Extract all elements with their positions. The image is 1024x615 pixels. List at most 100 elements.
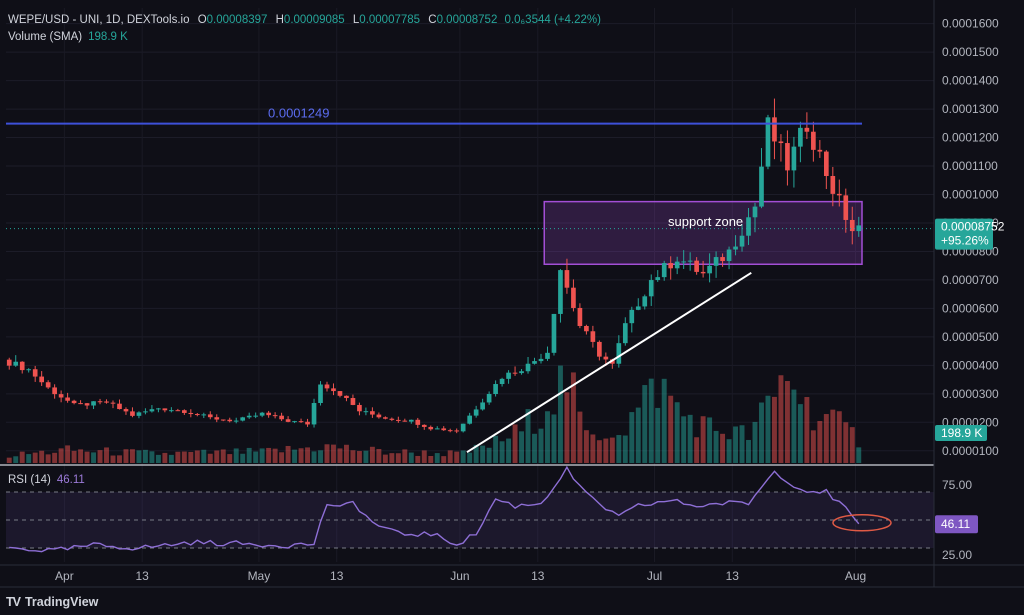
candle-body	[843, 195, 849, 220]
candle-body	[765, 117, 771, 167]
volume-bar	[499, 441, 505, 463]
volume-bar	[765, 395, 771, 463]
volume-bar	[609, 437, 615, 463]
candle-body	[804, 127, 810, 132]
candle-body	[454, 430, 460, 432]
last-price-badge	[935, 218, 993, 250]
candle-body	[110, 402, 116, 404]
brand-name: TradingView	[24, 595, 99, 609]
volume-bar	[467, 452, 473, 463]
volume-bar	[726, 439, 732, 463]
candle-body	[188, 412, 194, 415]
volume-bar	[713, 430, 719, 463]
candle-body	[584, 325, 589, 332]
candle-body	[551, 313, 557, 353]
volume-bar	[493, 435, 499, 463]
volume-bar	[201, 449, 207, 463]
candle-body	[538, 358, 544, 362]
x-tick-label: Aug	[845, 569, 866, 583]
candle-body	[629, 309, 635, 324]
candle-body	[681, 261, 687, 263]
volume-bar	[13, 456, 19, 463]
volume-bar	[207, 453, 213, 463]
candle-body	[233, 420, 239, 422]
candle-body	[746, 217, 751, 236]
x-tick-label: May	[248, 569, 271, 583]
candle-body	[830, 176, 836, 194]
candle-body	[785, 143, 790, 171]
candle-body	[266, 412, 271, 416]
candle-body	[849, 219, 855, 232]
candle-body	[227, 419, 233, 422]
volume-bar	[214, 450, 220, 463]
volume-bar	[655, 407, 661, 463]
volume-bar	[830, 409, 836, 463]
candle-body	[169, 410, 174, 412]
candle-body	[545, 352, 550, 359]
uptrend-line	[466, 271, 752, 454]
y-tick-label: 0.0000600	[942, 301, 999, 315]
volume-bar	[519, 431, 525, 463]
candle-body	[499, 378, 505, 385]
volume-bar	[382, 454, 388, 463]
volume-bar	[836, 411, 842, 463]
volume-bar	[97, 450, 103, 463]
candle-body	[52, 387, 57, 395]
resistance-label: 0.0001249	[268, 106, 329, 121]
volume-bar	[298, 448, 304, 463]
volume-bar	[668, 395, 674, 463]
change-value: 0.0₆3544 (+4.22%)	[504, 14, 601, 26]
x-tick-label: 13	[726, 569, 740, 583]
candle-body	[532, 361, 537, 364]
volume-bar	[486, 447, 492, 463]
last-price-text: 0.00008752	[941, 220, 1005, 234]
volume-bar	[545, 411, 550, 463]
volume-bar	[590, 434, 596, 463]
volume-bar	[78, 449, 84, 463]
candle-body	[668, 263, 674, 269]
volume-bar	[720, 433, 726, 463]
volume-bar	[642, 385, 648, 463]
candle-body	[707, 265, 712, 274]
candle-body	[370, 411, 375, 415]
candle-body	[512, 372, 518, 374]
candle-body	[720, 257, 725, 262]
candle-body	[71, 400, 77, 404]
tradingview-brand[interactable]: TV TradingView	[6, 595, 98, 609]
volume-bar	[402, 449, 408, 463]
rsi-label: RSI (14)	[8, 474, 51, 486]
candle-body	[441, 428, 447, 431]
volume-bar	[117, 455, 122, 463]
x-tick-label: Jun	[450, 569, 469, 583]
volume-bar	[525, 409, 531, 463]
candle-body	[175, 410, 181, 412]
volume-bar	[473, 444, 479, 463]
volume-bar	[415, 455, 421, 463]
volume-bar	[694, 437, 700, 463]
volume-bar	[240, 453, 246, 463]
candle-body	[279, 415, 284, 420]
volume-bar	[791, 389, 797, 463]
volume-bar	[65, 445, 71, 463]
candle-body	[571, 287, 576, 308]
high-value: 0.00009085	[283, 14, 345, 26]
candle-body	[13, 361, 19, 366]
rsi-value: 46.11	[56, 474, 85, 486]
volume-bar	[246, 447, 252, 463]
volume-bar	[532, 433, 537, 463]
volume-bar	[337, 448, 343, 463]
candle-body	[759, 166, 764, 207]
candle-body	[201, 414, 207, 416]
volume-bar	[84, 451, 90, 463]
rsi-legend: RSI (14) 46.11	[8, 474, 85, 486]
close-value: 0.00008752	[436, 14, 498, 26]
candle-body	[798, 127, 803, 147]
candle-body	[357, 404, 362, 412]
volume-bar	[759, 402, 764, 463]
candle-body	[78, 403, 83, 405]
volume-bar	[324, 444, 330, 463]
rsi-value-badge	[935, 515, 978, 534]
volume-bar	[616, 435, 622, 463]
volume-bar	[746, 439, 751, 463]
